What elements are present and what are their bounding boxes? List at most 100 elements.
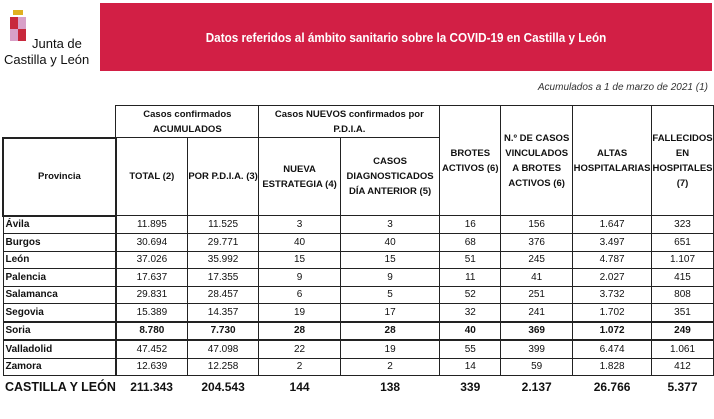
- cell-value: 369: [500, 320, 574, 341]
- cell-value: 47.098: [186, 339, 260, 359]
- province-name: Valladolid: [2, 339, 117, 359]
- cell-value: 37.026: [115, 250, 188, 269]
- header-brotes: BROTES ACTIVOS (6): [439, 105, 502, 216]
- table-row: León 37.026 35.992 15 15 51 245 4.787 1.107: [2, 250, 714, 269]
- cell-value: 28: [258, 320, 341, 341]
- cell-value: 651: [651, 233, 714, 252]
- cell-value: 412: [651, 357, 714, 376]
- province-name: Zamora: [2, 357, 117, 376]
- cell-value: 6: [258, 285, 341, 304]
- cell-value: 5: [339, 285, 441, 304]
- cell-value: 245: [500, 250, 574, 269]
- logo-text-line1: Junta de: [32, 36, 82, 51]
- cell-value: 9: [258, 268, 341, 287]
- table-row: Salamanca 29.831 28.457 6 5 52 251 3.732 808: [2, 285, 714, 304]
- cell-value: 4.787: [572, 250, 653, 269]
- total-value: 5.377: [667, 380, 698, 394]
- table-row: Ávila 11.895 11.525 3 3 16 156 1.647 323: [2, 215, 714, 234]
- total-value: 26.766: [593, 380, 631, 394]
- table-row: Burgos 30.694 29.771 40 40 68 376 3.497 651: [2, 233, 714, 252]
- province-name: León: [2, 250, 117, 269]
- table-row: Valladolid 47.452 47.098 22 19 55 399 6.474 1.06…: [2, 339, 714, 359]
- total-value: 2.137: [521, 380, 552, 394]
- total-value: 204.543: [201, 380, 245, 394]
- header-diag: CASOS DIAGNOSTICADOS DÍA ANTERIOR (5): [339, 137, 441, 216]
- cell-value: 59: [500, 357, 574, 376]
- table-row: Soria 8.780 7.730 28 28 40 369 1.072 249: [2, 320, 714, 341]
- cell-value: 249: [651, 320, 714, 341]
- junta-logo: Junta de Castilla y León: [2, 2, 97, 72]
- cell-value: 1.702: [572, 303, 653, 322]
- province-name: Segovia: [2, 303, 117, 322]
- table-row: Palencia 17.637 17.355 9 9 11 41 2.027 415: [2, 268, 714, 287]
- cell-value: 41: [500, 268, 574, 287]
- cell-value: 156: [500, 215, 574, 234]
- cell-value: 415: [651, 268, 714, 287]
- header-total: TOTAL (2): [115, 137, 188, 216]
- cell-value: 6.474: [572, 339, 653, 359]
- cell-value: 17: [339, 303, 441, 322]
- cell-value: 47.452: [115, 339, 188, 359]
- cell-value: 3: [339, 215, 441, 234]
- header-vinculados: N.º DE CASOS VINCULADOS A BROTES ACTIVOS…: [500, 105, 574, 216]
- province-name: Burgos: [2, 233, 117, 252]
- total-row: CASTILLA Y LEÓN 211.343 204.543 144 138 339 2.…: [3, 376, 714, 399]
- cell-value: 68: [439, 233, 502, 252]
- province-name: Ávila: [2, 215, 117, 234]
- cell-value: 12.639: [115, 357, 188, 376]
- cell-value: 808: [651, 285, 714, 304]
- cell-value: 12.258: [186, 357, 260, 376]
- cell-value: 35.992: [186, 250, 260, 269]
- coat-of-arms-icon: [10, 10, 26, 41]
- cell-value: 323: [651, 215, 714, 234]
- cell-value: 30.694: [115, 233, 188, 252]
- total-value: 211.343: [130, 380, 173, 394]
- cell-value: 28.457: [186, 285, 260, 304]
- cell-value: 40: [339, 233, 441, 252]
- table-row: Segovia 15.389 14.357 19 17 32 241 1.702 351: [2, 303, 714, 322]
- logo-text-line2: Castilla y León: [4, 52, 90, 67]
- cell-value: 11.525: [186, 215, 260, 234]
- cell-value: 1.828: [572, 357, 653, 376]
- cell-value: 3.732: [572, 285, 653, 304]
- date-note: Acumulados a 1 de marzo de 2021 (1): [537, 82, 708, 93]
- cell-value: 2: [339, 357, 441, 376]
- header-pdia: POR P.D.I.A. (3): [186, 137, 260, 216]
- cell-value: 22: [258, 339, 341, 359]
- cell-value: 11: [439, 268, 502, 287]
- cell-value: 17.637: [115, 268, 188, 287]
- cell-value: 3: [258, 215, 341, 234]
- province-name: Salamanca: [2, 285, 117, 304]
- header-new-cases: Casos NUEVOS confirmados por P.D.I.A.: [258, 105, 441, 138]
- cell-value: 376: [500, 233, 574, 252]
- cell-value: 1.061: [651, 339, 714, 359]
- cell-value: 28: [339, 320, 441, 341]
- cell-value: 2: [258, 357, 341, 376]
- cell-value: 15: [258, 250, 341, 269]
- cell-value: 241: [500, 303, 574, 322]
- title-banner: Datos referidos al ámbito sanitario sobr…: [100, 3, 712, 71]
- province-name: Soria: [2, 320, 117, 341]
- covid-table: Casos confirmados ACUMULADOS Casos NUEVO…: [2, 105, 714, 398]
- cell-value: 55: [439, 339, 502, 359]
- header-nueva: NUEVA ESTRATEGIA (4): [258, 137, 341, 216]
- header-accumulated: Casos confirmados ACUMULADOS: [115, 105, 260, 138]
- cell-value: 2.027: [572, 268, 653, 287]
- header-provincia: Provincia: [2, 136, 117, 217]
- cell-value: 15.389: [115, 303, 188, 322]
- cell-value: 16: [439, 215, 502, 234]
- cell-value: 14: [439, 357, 502, 376]
- cell-value: 29.831: [115, 285, 188, 304]
- cell-value: 1.072: [572, 320, 653, 341]
- total-value: 339: [460, 380, 481, 394]
- total-label: CASTILLA Y LEÓN: [5, 380, 116, 394]
- cell-value: 1.647: [572, 215, 653, 234]
- total-value: 144: [289, 380, 310, 394]
- cell-value: 19: [258, 303, 341, 322]
- cell-value: 251: [500, 285, 574, 304]
- cell-value: 7.730: [186, 320, 260, 341]
- table-row: Zamora 12.639 12.258 2 2 14 59 1.828 412: [2, 357, 714, 376]
- cell-value: 52: [439, 285, 502, 304]
- cell-value: 9: [339, 268, 441, 287]
- cell-value: 15: [339, 250, 441, 269]
